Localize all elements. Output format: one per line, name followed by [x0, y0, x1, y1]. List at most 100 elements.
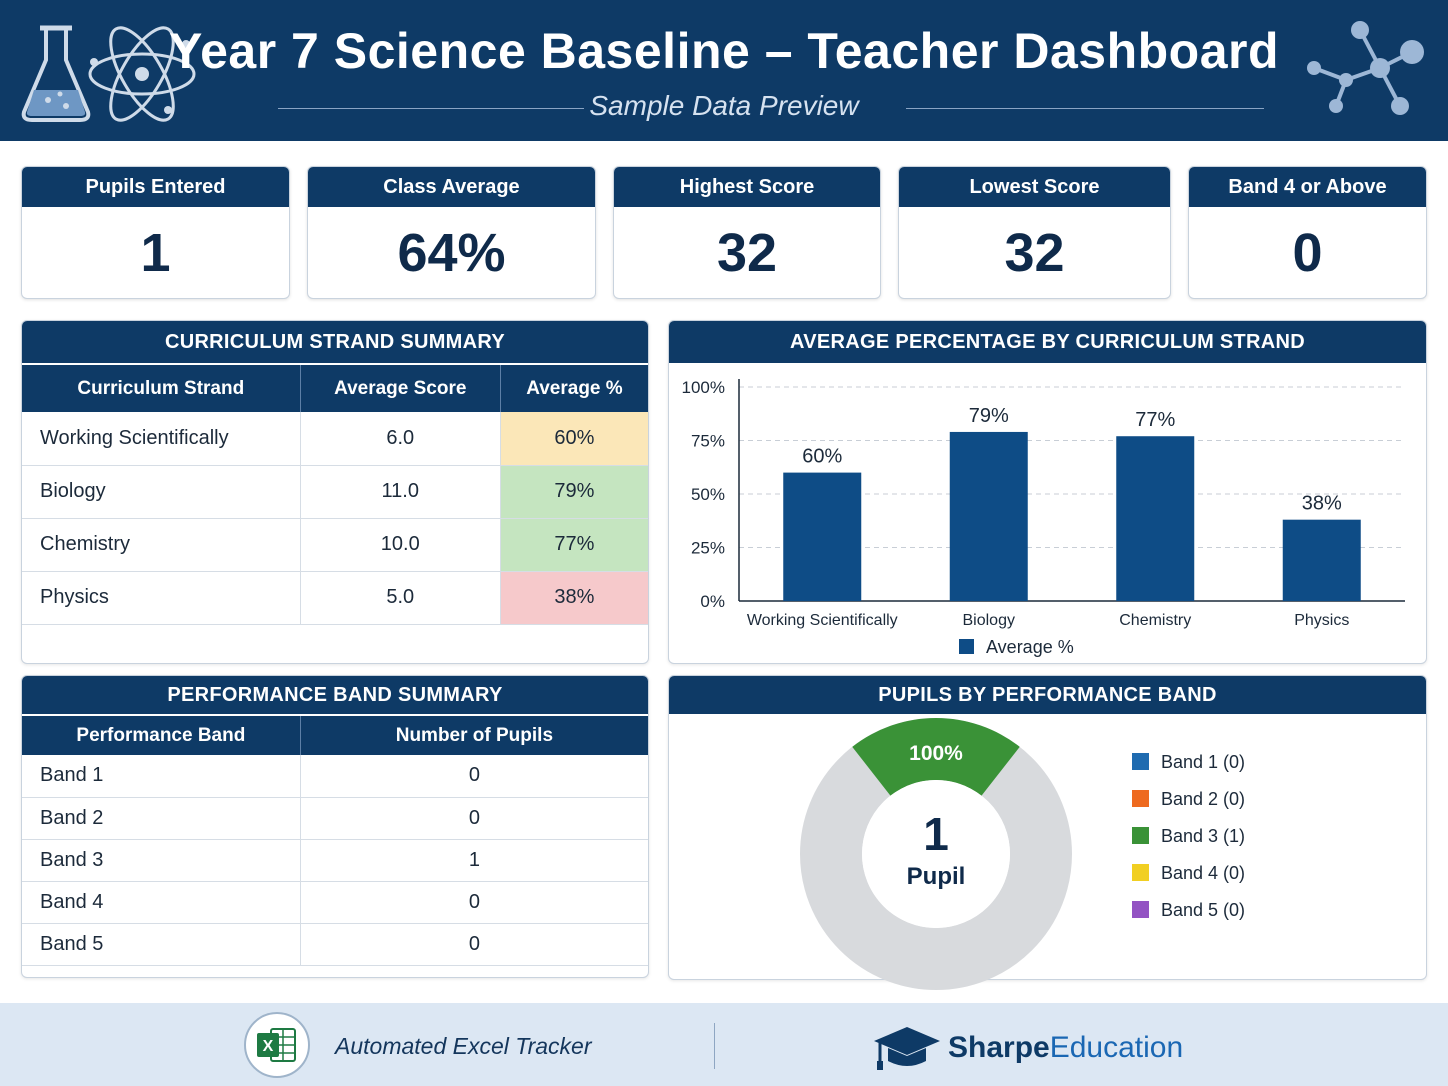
- strand-score: 6.0: [300, 412, 501, 466]
- bar-data-label: 38%: [1302, 493, 1342, 515]
- legend-item: Band 1 (0): [1132, 751, 1245, 773]
- y-tick-label: 75%: [691, 432, 725, 451]
- strand-table: Curriculum Strand Average Score Average …: [22, 363, 648, 625]
- svg-text:X: X: [263, 1038, 274, 1055]
- strand-name: Physics: [22, 571, 301, 625]
- strand-score: 10.0: [300, 518, 501, 572]
- strand-summary-panel: CURRICULUM STRAND SUMMARY Curriculum Str…: [21, 320, 649, 664]
- page-subtitle: Sample Data Preview: [589, 90, 859, 121]
- brand-light: Education: [1049, 1031, 1184, 1064]
- column-header: Curriculum Strand: [22, 363, 301, 412]
- x-tick-label: Working Scientifically: [747, 612, 898, 629]
- strand-chart-panel: AVERAGE PERCENTAGE BY CURRICULUM STRAND …: [668, 320, 1427, 664]
- band-count: 0: [300, 881, 648, 924]
- bar-data-label: 60%: [802, 446, 842, 468]
- legend-swatch: [1132, 827, 1149, 844]
- legend-item: Band 4 (0): [1132, 862, 1245, 884]
- kpi-label: Pupils Entered: [22, 167, 289, 207]
- band-name: Band 3: [22, 839, 301, 882]
- legend-swatch: [1132, 864, 1149, 881]
- y-tick-label: 25%: [691, 539, 725, 558]
- kpi-label: Class Average: [308, 167, 595, 207]
- kpi-highest-score: Highest Score 32: [613, 166, 881, 299]
- strand-name: Working Scientifically: [22, 412, 301, 466]
- kpi-value: 64%: [397, 223, 506, 283]
- table-row: Working Scientifically 6.0 60%: [22, 412, 648, 466]
- legend-item: Band 3 (1): [1132, 825, 1245, 847]
- band-name: Band 4: [22, 881, 301, 924]
- legend-item: Band 5 (0): [1132, 899, 1245, 921]
- column-header: Performance Band: [22, 714, 301, 755]
- table-header-row: Performance Band Number of Pupils: [22, 714, 648, 755]
- kpi-band-4-or-above: Band 4 or Above 0: [1188, 166, 1427, 299]
- x-tick-label: Chemistry: [1119, 612, 1191, 629]
- chart-title: PUPILS BY PERFORMANCE BAND: [669, 676, 1426, 714]
- kpi-value: 0: [1292, 223, 1323, 283]
- strand-pct: 60%: [500, 412, 648, 466]
- strand-pct: 38%: [500, 571, 648, 625]
- legend-swatch: [959, 639, 974, 654]
- strand-pct: 79%: [500, 465, 648, 519]
- chart-title: AVERAGE PERCENTAGE BY CURRICULUM STRAND: [669, 321, 1426, 363]
- bar: [949, 431, 1028, 601]
- footer-divider: [714, 1023, 715, 1069]
- legend-label: Band 5 (0): [1161, 900, 1246, 920]
- y-tick-label: 50%: [691, 485, 725, 504]
- strand-bar-chart: 0% 25% 50% 75% 100% 60% Working Scientifically…: [682, 378, 1405, 657]
- kpi-value: 32: [1004, 223, 1065, 283]
- kpi-class-average: Class Average 64%: [307, 166, 596, 299]
- strand-name: Biology: [22, 465, 301, 519]
- band-table: Performance Band Number of Pupils Band 1…: [22, 714, 648, 966]
- table-row: Biology 11.0 79%: [22, 465, 648, 519]
- legend-swatch: [1132, 753, 1149, 770]
- bar-data-label: 77%: [1135, 409, 1175, 431]
- band-summary-panel: PERFORMANCE BAND SUMMARY Performance Ban…: [21, 675, 649, 978]
- legend-label: Band 2 (0): [1161, 789, 1246, 809]
- y-tick-label: 0%: [700, 592, 725, 611]
- strand-name: Chemistry: [22, 518, 301, 572]
- legend-label: Band 3 (1): [1161, 826, 1246, 846]
- center-value: 1: [923, 808, 949, 860]
- bar-data-label: 79%: [969, 405, 1009, 427]
- legend-label: Average %: [986, 637, 1074, 657]
- legend-swatch: [1132, 790, 1149, 807]
- legend-swatch: [1132, 901, 1149, 918]
- bar: [1116, 436, 1195, 601]
- panel-title: PERFORMANCE BAND SUMMARY: [22, 676, 648, 714]
- legend-label: Band 1 (0): [1161, 752, 1246, 772]
- graduation-cap-icon: [874, 1027, 940, 1070]
- band-donut-chart: 100% 1 Pupil: [800, 718, 1072, 990]
- table-row: Band 4 0: [22, 881, 648, 924]
- kpi-label: Lowest Score: [899, 167, 1170, 207]
- kpi-lowest-score: Lowest Score 32: [898, 166, 1171, 299]
- x-tick-label: Biology: [963, 612, 1015, 629]
- brand-bold: Sharpe: [948, 1031, 1050, 1064]
- table-header-row: Curriculum Strand Average Score Average …: [22, 363, 648, 412]
- kpi-value: 32: [716, 223, 778, 283]
- column-header: Number of Pupils: [300, 714, 648, 755]
- band-count: 1: [300, 839, 648, 882]
- band-count: 0: [300, 755, 648, 798]
- strand-score: 11.0: [300, 465, 501, 519]
- strand-pct: 77%: [500, 518, 648, 572]
- band-name: Band 2: [22, 797, 301, 840]
- footer-tracker-label: Automated Excel Tracker: [335, 1033, 592, 1059]
- band-name: Band 1: [22, 755, 301, 798]
- header: Year 7 Science Baseline – Teacher Dashbo…: [0, 0, 1448, 141]
- slice-label: 100%: [909, 742, 963, 765]
- table-row: Chemistry 10.0 77%: [22, 518, 648, 572]
- y-tick-label: 100%: [682, 378, 725, 397]
- strand-score: 5.0: [300, 571, 501, 625]
- flask-atom-icon: [21, 25, 196, 122]
- footer-brand: SharpeEducation: [948, 1031, 1183, 1065]
- band-count: 0: [300, 797, 648, 840]
- column-header: Average Score: [300, 363, 501, 412]
- subtitle-rule-right: [906, 108, 1264, 109]
- footer: X Automated Excel Tracker SharpeEducatio…: [0, 1003, 1448, 1086]
- bar: [783, 472, 862, 601]
- legend-item: Band 2 (0): [1132, 788, 1245, 810]
- page-title: Year 7 Science Baseline – Teacher Dashbo…: [168, 23, 1280, 79]
- molecule-icon: [1307, 21, 1424, 115]
- bar: [1282, 519, 1361, 601]
- kpi-label: Highest Score: [614, 167, 880, 207]
